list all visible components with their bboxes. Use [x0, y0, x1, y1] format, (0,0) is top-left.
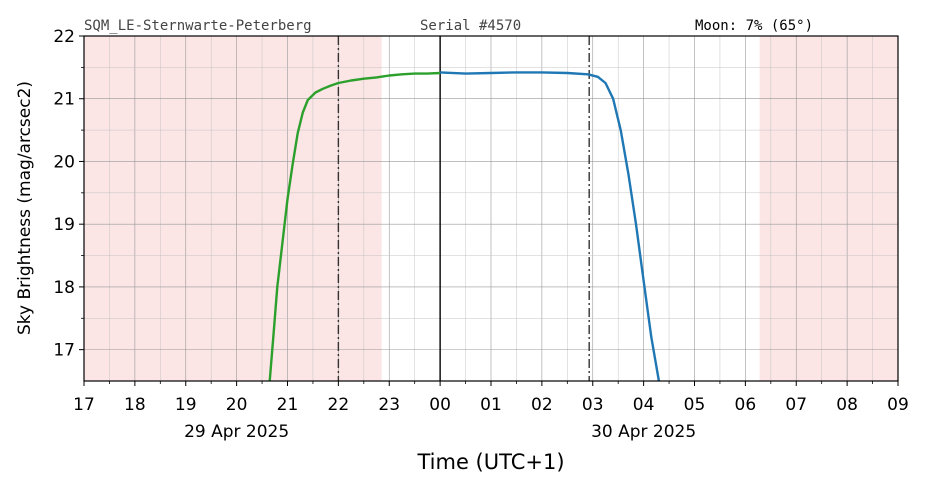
- y-tick-label: 17: [53, 341, 75, 361]
- serial-label: Serial #4570: [420, 18, 521, 34]
- x-tick-label: 19: [175, 395, 197, 415]
- x-tick-label: 22: [328, 395, 350, 415]
- x-tick-label: 08: [836, 395, 858, 415]
- tick-labels: 17 18 19 20 21 22 23 00 01 02 03 04 05 06 07 08 09 17 18 19…: [53, 27, 908, 442]
- x-tick-label: 06: [735, 395, 757, 415]
- x-tick-label: 09: [887, 395, 909, 415]
- x-tick-label: 04: [633, 395, 655, 415]
- grid: [84, 36, 898, 381]
- x-tick-label: 03: [582, 395, 604, 415]
- y-tick-label: 20: [53, 152, 75, 172]
- y-tick-label: 21: [53, 90, 75, 110]
- y-axis-label: Sky Brightness (mag/arcsec2): [15, 81, 35, 335]
- y-tick-label: 19: [53, 215, 75, 235]
- x-tick-label: 21: [277, 395, 299, 415]
- shaded-region-1: [759, 36, 898, 381]
- x-tick-label: 05: [684, 395, 706, 415]
- shaded-region-0: [84, 36, 382, 381]
- x-tick-label: 17: [73, 395, 95, 415]
- x-tick-label: 01: [480, 395, 502, 415]
- station-label: SQM_LE-Sternwarte-Peterberg: [84, 18, 312, 34]
- y-tick-label: 22: [53, 27, 75, 47]
- vertical-markers: [337, 36, 590, 381]
- series-line-1: [440, 71, 661, 382]
- x-tick-label: 23: [378, 395, 400, 415]
- series-line-0: [268, 71, 441, 382]
- ticks: [79, 35, 899, 386]
- moon-label: Moon: 7% (65°): [695, 18, 813, 34]
- x-tick-label: 02: [531, 395, 553, 415]
- shaded-regions: [84, 36, 898, 381]
- series-lines: [268, 71, 661, 382]
- x-tick-label: 18: [124, 395, 146, 415]
- date-label: 29 Apr 2025: [184, 422, 289, 442]
- date-label: 30 Apr 2025: [591, 422, 696, 442]
- y-tick-label: 18: [53, 278, 75, 298]
- x-tick-label: 00: [429, 395, 451, 415]
- x-tick-label: 20: [226, 395, 248, 415]
- x-tick-label: 07: [785, 395, 807, 415]
- x-axis-label: Time (UTC+1): [416, 450, 564, 474]
